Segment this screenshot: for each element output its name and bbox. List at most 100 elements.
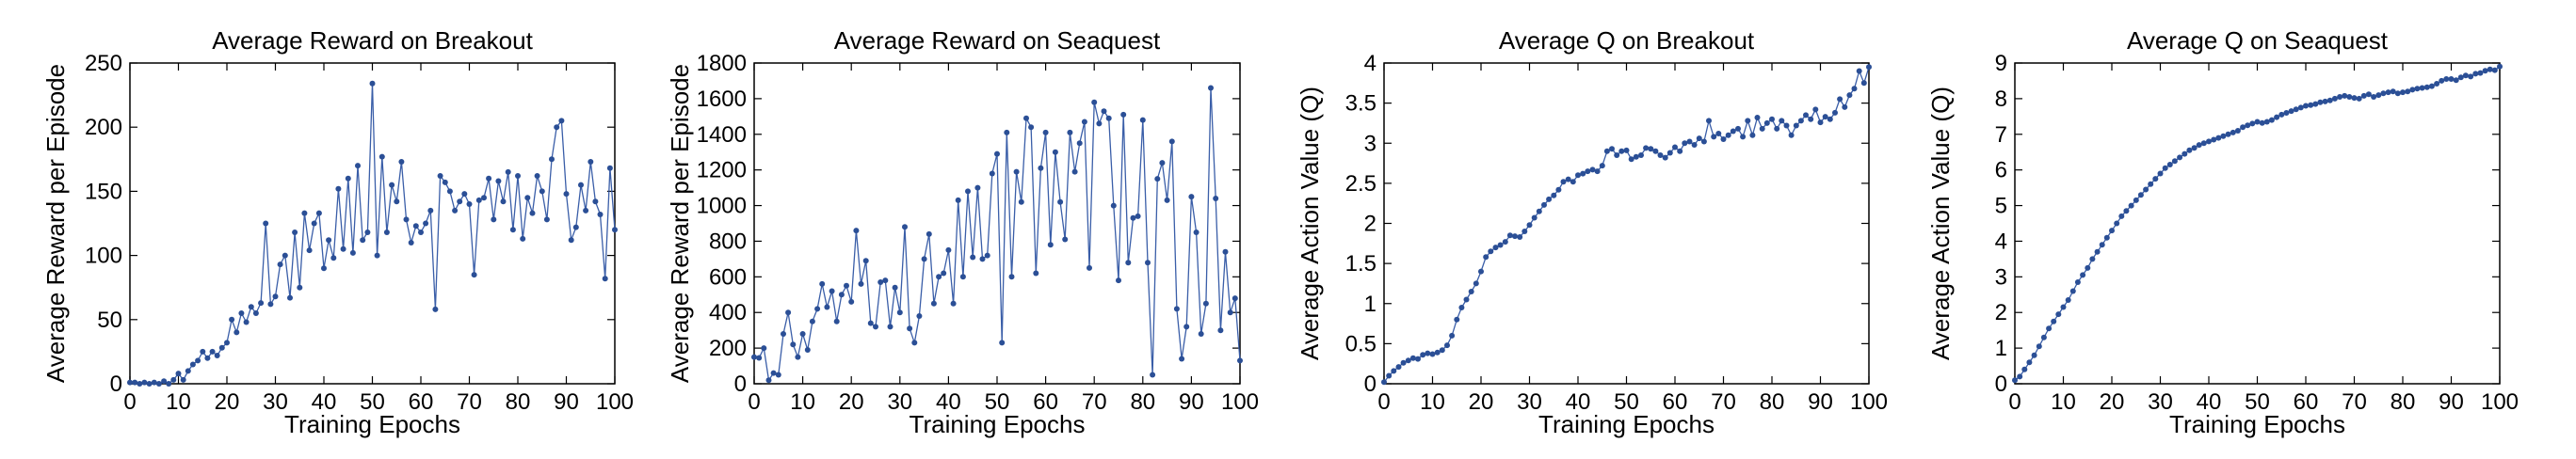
data-point — [1222, 248, 1229, 255]
x-tick-label: 40 — [2197, 389, 2222, 415]
data-point — [1797, 118, 1804, 124]
x-tick-label: 20 — [839, 389, 864, 415]
x-tick-label: 100 — [1221, 389, 1259, 415]
data-point — [475, 197, 482, 203]
x-tick-label: 80 — [1760, 389, 1785, 415]
data-point — [1769, 116, 1775, 122]
x-tick-label: 60 — [2294, 389, 2319, 415]
data-point — [907, 325, 913, 332]
x-tick-label: 10 — [2051, 389, 2076, 415]
series-line — [130, 83, 616, 385]
data-point — [495, 178, 502, 184]
x-tick-label: 40 — [936, 389, 961, 415]
data-point — [233, 329, 240, 336]
data-point — [1536, 208, 1542, 214]
data-point — [1042, 129, 1049, 135]
data-point — [1004, 129, 1010, 135]
data-point — [1788, 132, 1795, 138]
data-point — [2200, 140, 2207, 147]
data-point — [2375, 92, 2382, 99]
data-point — [1208, 85, 1214, 91]
data-point — [761, 345, 767, 352]
data-point — [2414, 86, 2421, 92]
data-point — [1589, 166, 1596, 173]
data-point — [804, 347, 811, 353]
y-tick-label: 200 — [709, 336, 747, 361]
data-point — [588, 159, 594, 165]
data-point — [1551, 192, 1557, 198]
data-point — [2085, 264, 2091, 271]
data-point — [2220, 133, 2227, 139]
x-tick-label: 40 — [1566, 389, 1591, 415]
data-point — [1575, 172, 1581, 179]
data-point — [2326, 97, 2333, 103]
data-point — [1502, 239, 1508, 245]
data-point — [2274, 114, 2280, 120]
data-point — [1420, 352, 1426, 358]
data-point — [1623, 147, 1630, 153]
data-point — [166, 381, 172, 387]
data-point — [2443, 76, 2450, 82]
data-point — [926, 230, 932, 237]
data-point — [2157, 170, 2164, 177]
data-point — [1618, 148, 1625, 154]
x-tick-label: 0 — [1377, 389, 1390, 415]
data-point — [1202, 300, 1209, 307]
data-point — [2225, 131, 2231, 137]
data-point — [2259, 119, 2265, 126]
data-point — [2230, 129, 2236, 135]
data-point — [1400, 359, 1407, 366]
data-point — [364, 230, 371, 235]
series-line — [753, 87, 1241, 382]
data-point — [824, 304, 830, 310]
data-point — [765, 377, 772, 384]
data-point — [844, 282, 849, 289]
data-point — [2423, 84, 2430, 90]
data-point — [378, 153, 385, 160]
y-tick-label: 1.5 — [1345, 251, 1377, 277]
data-point — [2303, 103, 2309, 109]
data-point — [2365, 91, 2372, 98]
data-point — [2360, 92, 2367, 99]
y-tick-label: 1600 — [697, 87, 747, 112]
plot-frame — [753, 62, 1241, 385]
data-point — [466, 201, 473, 207]
data-point — [583, 207, 589, 214]
data-point — [1837, 96, 1843, 103]
data-point — [950, 300, 957, 307]
data-point — [2448, 76, 2455, 82]
x-tick-label: 30 — [887, 389, 912, 415]
y-tick-label: 2 — [1995, 300, 2007, 325]
data-point — [2118, 213, 2125, 219]
chart-title: Average Reward on Breakout — [212, 26, 533, 55]
x-tick-label: 60 — [1033, 389, 1058, 415]
data-point — [1130, 214, 1136, 221]
data-point — [2191, 145, 2198, 151]
data-point — [1071, 168, 1078, 175]
data-point — [1150, 372, 1156, 378]
y-tick-label: 8 — [1995, 87, 2007, 112]
data-point — [921, 256, 927, 262]
x-tick-label: 50 — [985, 389, 1010, 415]
data-point — [297, 284, 303, 291]
data-point — [2055, 311, 2062, 318]
data-point — [2283, 110, 2290, 116]
data-point — [1822, 114, 1828, 120]
data-point — [2089, 256, 2096, 262]
data-point — [2263, 119, 2270, 125]
data-point — [2457, 74, 2464, 81]
data-point — [955, 197, 961, 203]
y-tick-label: 6 — [1995, 158, 2007, 183]
data-point — [403, 216, 410, 223]
y-tick-label: 1 — [1364, 292, 1377, 317]
data-point — [592, 198, 599, 205]
data-point — [330, 255, 337, 261]
data-point — [389, 182, 395, 188]
series-line — [2014, 66, 2501, 381]
data-point — [795, 354, 801, 360]
data-point — [161, 378, 168, 385]
data-point — [1774, 125, 1780, 132]
data-point — [867, 320, 874, 326]
data-point — [272, 293, 279, 300]
data-point — [2453, 77, 2459, 84]
